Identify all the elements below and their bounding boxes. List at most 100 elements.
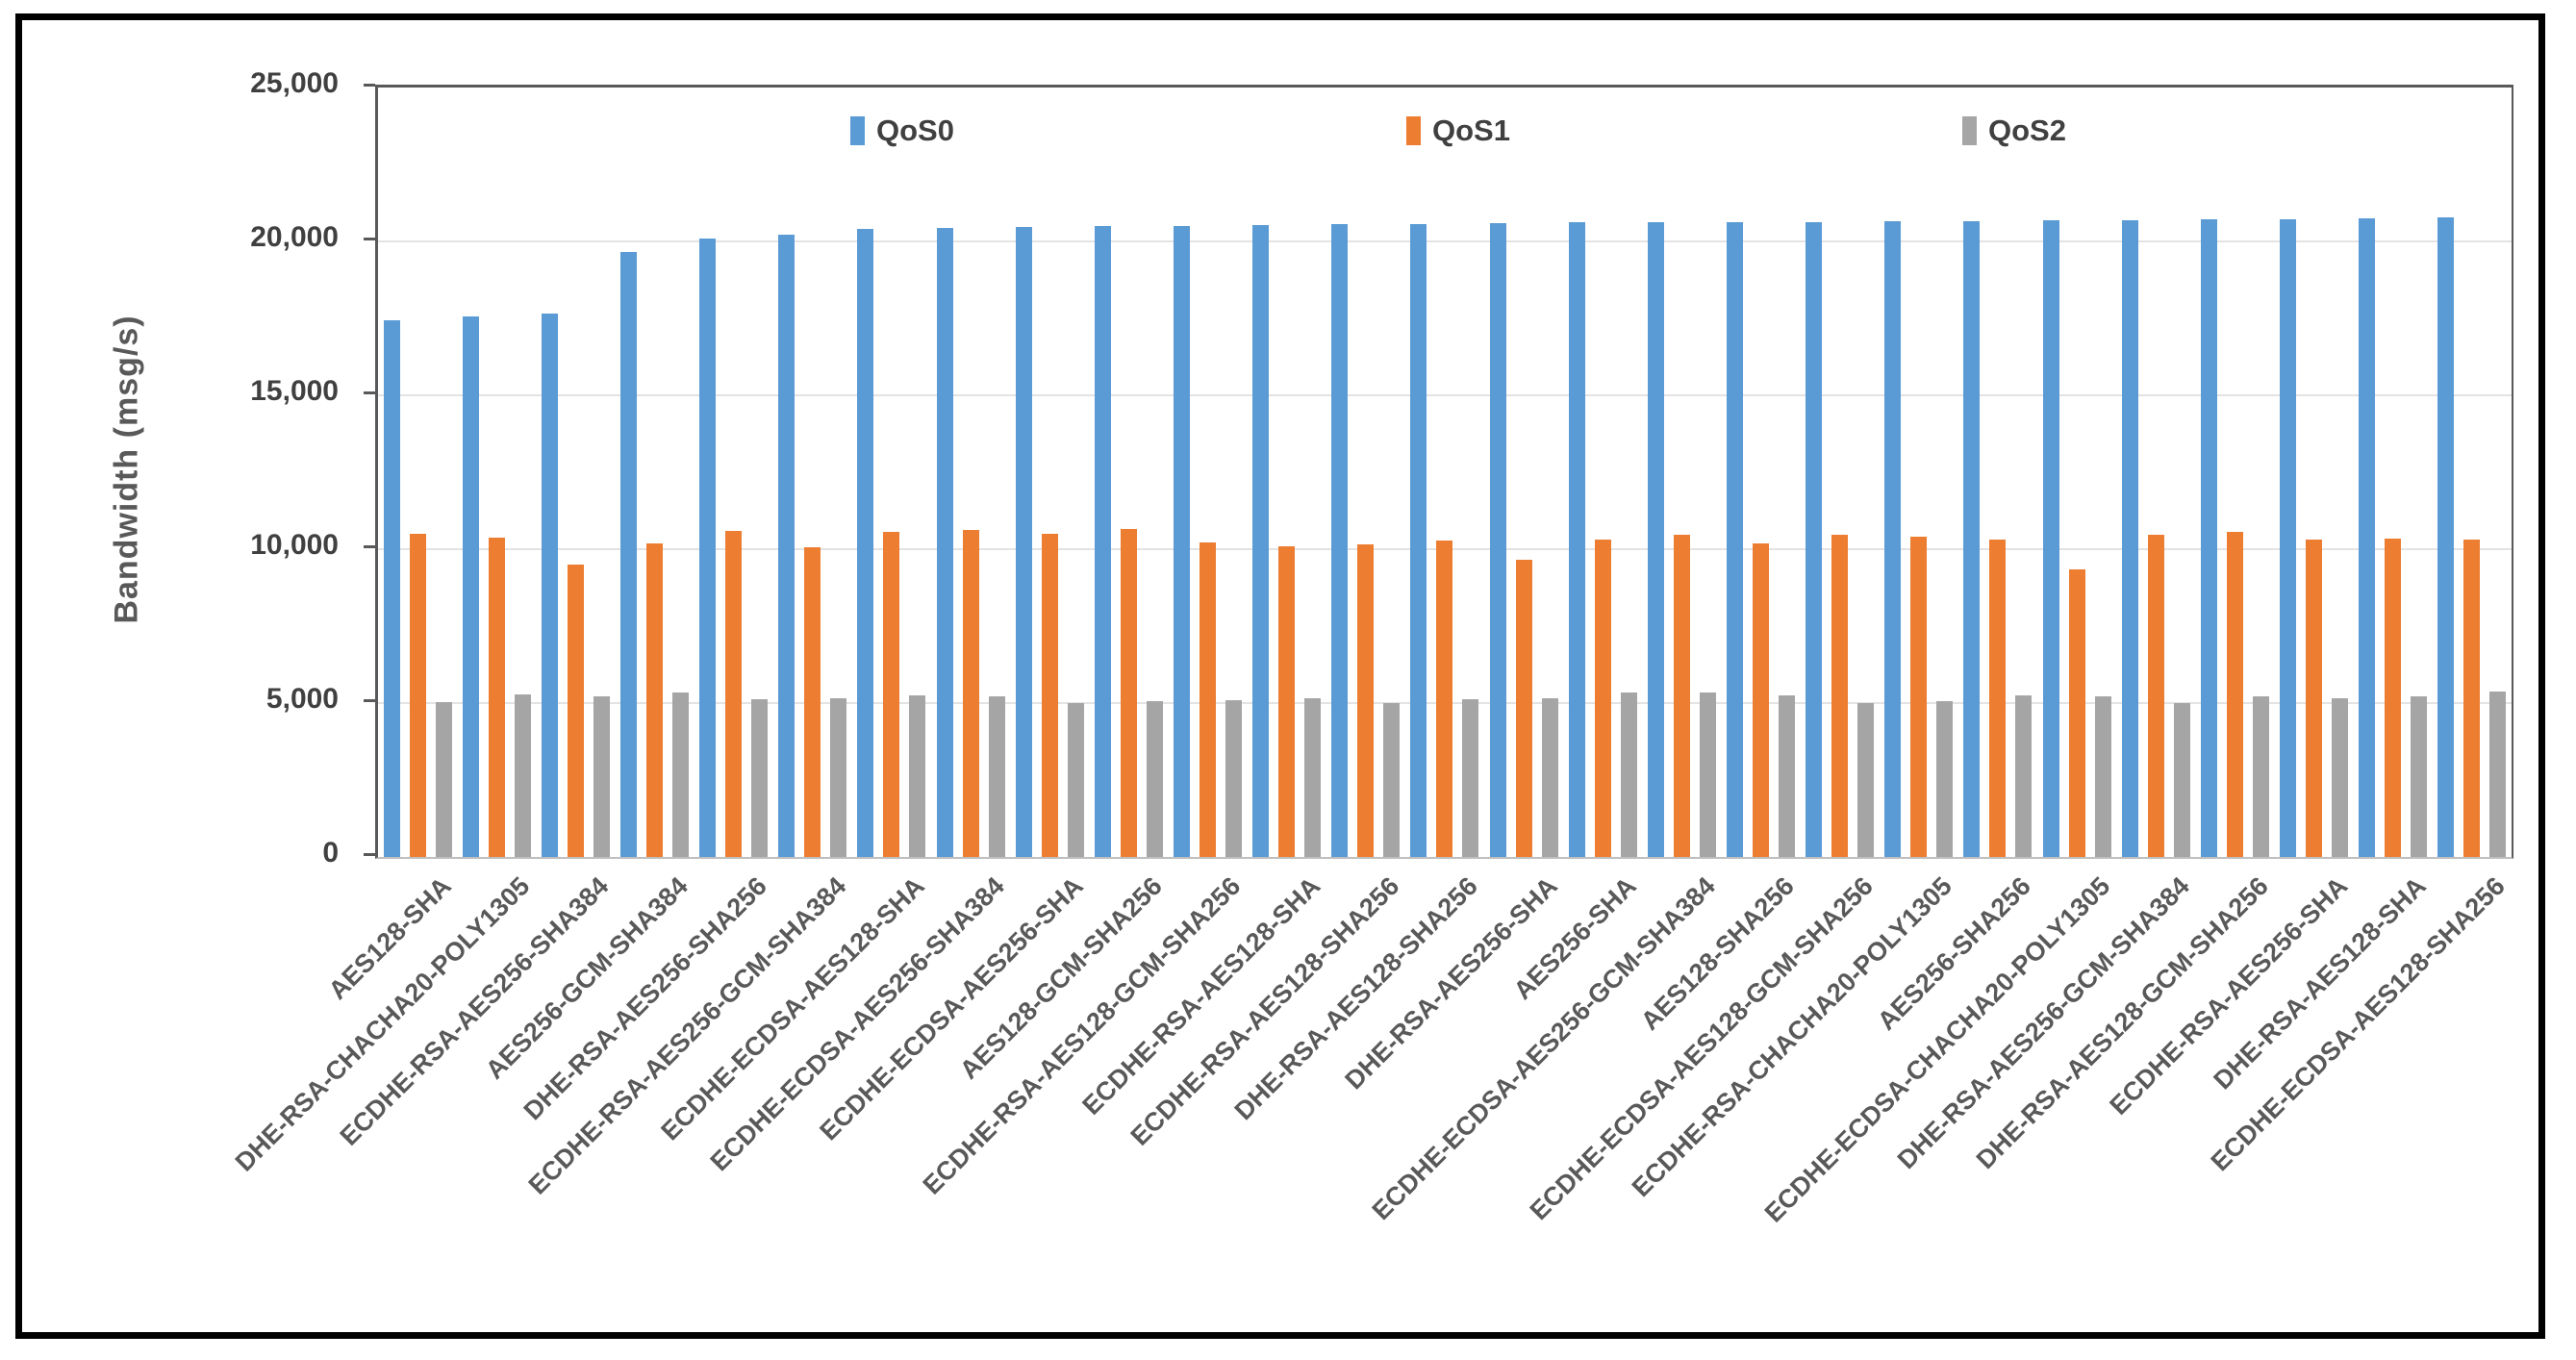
bar-QoS1-ECDHE-RSA-AES256-SHA384 bbox=[567, 565, 584, 857]
bar-QoS1-AES128-SHA256 bbox=[1752, 542, 1769, 857]
bar-QoS1-DHE-RSA-AES256-SHA256 bbox=[725, 531, 743, 857]
bar-QoS2-DHE-RSA-AES128-SHA256 bbox=[1462, 699, 1479, 857]
legend-label-QoS0: QoS0 bbox=[876, 113, 954, 147]
bar-group-DHE-RSA-AES256-GCM-SHA384 bbox=[2116, 88, 2195, 857]
bar-QoS1-ECDHE-RSA-AES256-SHA bbox=[2305, 540, 2322, 857]
bar-QoS1-AES256-GCM-SHA384 bbox=[645, 542, 663, 857]
bar-group-AES256-SHA bbox=[1563, 88, 1642, 857]
bar-QoS0-AES128-SHA bbox=[383, 319, 400, 857]
bar-QoS0-ECDHE-ECDSA-CHACHA20-POLY1305 bbox=[2042, 219, 2059, 857]
y-tick-label-5000: 5,000 bbox=[265, 683, 339, 715]
bar-QoS0-DHE-RSA-AES128-SHA bbox=[2359, 217, 2376, 857]
bar-QoS2-ECDHE-ECDSA-AES128-SHA bbox=[909, 695, 926, 857]
y-tick-mark bbox=[364, 238, 375, 240]
bar-QoS2-DHE-RSA-AES256-SHA bbox=[1541, 698, 1558, 857]
bar-QoS0-ECDHE-ECDSA-AES256-SHA bbox=[1015, 227, 1032, 857]
legend-marker-QoS1 bbox=[1406, 116, 1421, 145]
bar-QoS1-ECDHE-RSA-AES128-SHA bbox=[1278, 546, 1296, 857]
bar-QoS0-ECDHE-ECDSA-AES256-SHA384 bbox=[936, 228, 953, 857]
bar-QoS0-ECDHE-ECDSA-AES128-SHA bbox=[857, 229, 874, 857]
y-tick-label-15000: 15,000 bbox=[250, 375, 339, 407]
bar-QoS0-ECDHE-RSA-CHACHA20-POLY1305 bbox=[1884, 220, 1902, 857]
bar-QoS0-ECDHE-RSA-AES128-GCM-SHA256 bbox=[1173, 225, 1190, 857]
bar-QoS1-AES256-SHA bbox=[1594, 540, 1611, 857]
gridline-15000 bbox=[378, 394, 2512, 396]
bar-QoS2-ECDHE-RSA-AES128-SHA256 bbox=[1383, 703, 1401, 857]
y-tick-label-10000: 10,000 bbox=[250, 529, 339, 561]
bar-QoS2-ECDHE-ECDSA-AES256-SHA384 bbox=[988, 695, 1005, 857]
bar-QoS1-ECDHE-ECDSA-CHACHA20-POLY1305 bbox=[2068, 568, 2085, 857]
legend-label-QoS1: QoS1 bbox=[1432, 113, 1510, 147]
legend-label-QoS2: QoS2 bbox=[1988, 113, 2066, 147]
y-tick-mark bbox=[364, 545, 375, 548]
bar-QoS1-ECDHE-RSA-CHACHA20-POLY1305 bbox=[1910, 537, 1928, 857]
bar-QoS0-ECDHE-RSA-AES256-GCM-SHA384 bbox=[778, 235, 796, 857]
bar-group-DHE-RSA-AES256-SHA bbox=[1484, 88, 1563, 857]
bar-QoS0-ECDHE-ECDSA-AES128-SHA256 bbox=[2437, 216, 2455, 857]
legend-item-QoS0: QoS0 bbox=[850, 113, 954, 148]
bar-QoS2-ECDHE-ECDSA-CHACHA20-POLY1305 bbox=[2094, 696, 2111, 857]
bar-group-ECDHE-RSA-AES256-SHA384 bbox=[536, 88, 615, 857]
bar-QoS0-ECDHE-RSA-AES128-SHA256 bbox=[1331, 224, 1349, 857]
bar-QoS2-AES256-GCM-SHA384 bbox=[671, 693, 689, 857]
bar-QoS2-AES128-SHA bbox=[435, 702, 452, 857]
bar-group-AES128-SHA bbox=[378, 88, 457, 857]
bar-QoS1-ECDHE-ECDSA-AES256-GCM-SHA384 bbox=[1673, 535, 1690, 857]
bar-QoS2-DHE-RSA-AES256-SHA256 bbox=[751, 699, 769, 857]
legend-marker-QoS0 bbox=[850, 116, 865, 145]
legend-marker-QoS2 bbox=[1962, 116, 1977, 145]
bar-QoS2-ECDHE-RSA-AES256-SHA bbox=[2331, 697, 2348, 857]
y-tick-label-20000: 20,000 bbox=[250, 221, 339, 253]
bar-QoS1-DHE-RSA-AES256-GCM-SHA384 bbox=[2147, 534, 2164, 857]
bar-QoS1-AES128-SHA bbox=[409, 534, 426, 857]
bar-group-DHE-RSA-CHACHA20-POLY1305 bbox=[457, 88, 536, 857]
bar-QoS2-AES128-SHA256 bbox=[1778, 695, 1795, 857]
bar-QoS2-DHE-RSA-AES256-GCM-SHA384 bbox=[2173, 703, 2190, 857]
bar-QoS0-AES128-SHA256 bbox=[1726, 221, 1743, 857]
bar-QoS2-AES256-SHA bbox=[1620, 693, 1637, 857]
bar-QoS2-ECDHE-RSA-AES128-GCM-SHA256 bbox=[1225, 699, 1242, 857]
bar-groups bbox=[378, 88, 2512, 857]
bar-QoS0-ECDHE-RSA-AES256-SHA bbox=[2279, 218, 2296, 857]
bar-QoS2-DHE-RSA-AES128-GCM-SHA256 bbox=[2252, 696, 2269, 857]
bar-QoS0-AES128-GCM-SHA256 bbox=[1094, 226, 1111, 857]
bar-QoS1-ECDHE-RSA-AES256-GCM-SHA384 bbox=[804, 547, 821, 857]
bar-QoS2-ECDHE-ECDSA-AES128-GCM-SHA256 bbox=[1857, 702, 1875, 857]
bar-group-AES128-GCM-SHA256 bbox=[1089, 88, 1168, 857]
bar-QoS1-ECDHE-ECDSA-AES128-SHA bbox=[883, 531, 900, 857]
bar-QoS0-AES256-SHA256 bbox=[1963, 220, 1981, 857]
y-tick-mark bbox=[364, 84, 375, 87]
bar-group-ECDHE-ECDSA-AES256-SHA bbox=[1010, 88, 1089, 857]
bar-QoS1-DHE-RSA-CHACHA20-POLY1305 bbox=[488, 537, 505, 857]
bar-QoS2-AES128-GCM-SHA256 bbox=[1146, 701, 1163, 857]
bar-QoS2-ECDHE-ECDSA-AES256-GCM-SHA384 bbox=[1699, 692, 1716, 857]
bar-QoS1-DHE-RSA-AES256-SHA bbox=[1515, 560, 1532, 857]
bar-QoS2-ECDHE-RSA-AES128-SHA bbox=[1304, 698, 1322, 857]
y-tick-mark bbox=[364, 699, 375, 702]
bar-QoS0-ECDHE-ECDSA-AES128-GCM-SHA256 bbox=[1806, 221, 1823, 857]
legend-item-QoS1: QoS1 bbox=[1406, 113, 1510, 148]
bar-QoS1-ECDHE-ECDSA-AES256-SHA384 bbox=[962, 530, 979, 857]
legend-item-QoS2: QoS2 bbox=[1962, 113, 2066, 148]
y-tick-mark bbox=[364, 853, 375, 856]
y-tick-mark bbox=[364, 391, 375, 394]
bar-QoS1-DHE-RSA-AES128-GCM-SHA256 bbox=[2226, 532, 2243, 857]
bar-QoS1-DHE-RSA-AES128-SHA bbox=[2385, 539, 2402, 857]
bar-group-DHE-RSA-AES128-SHA256 bbox=[1405, 88, 1484, 857]
bar-group-ECDHE-RSA-AES128-SHA256 bbox=[1326, 88, 1405, 857]
bar-QoS1-ECDHE-ECDSA-AES128-SHA256 bbox=[2463, 540, 2481, 857]
bar-group-ECDHE-RSA-AES256-SHA bbox=[2274, 88, 2353, 857]
bar-group-AES128-SHA256 bbox=[1721, 88, 1800, 857]
bar-QoS1-ECDHE-RSA-AES128-SHA256 bbox=[1357, 543, 1375, 857]
y-tick-label-25000: 25,000 bbox=[250, 67, 339, 99]
bar-QoS2-ECDHE-RSA-AES256-GCM-SHA384 bbox=[830, 697, 847, 857]
bar-QoS1-AES256-SHA256 bbox=[1989, 540, 2007, 857]
bar-group-AES256-GCM-SHA384 bbox=[615, 88, 694, 857]
bar-group-DHE-RSA-AES128-GCM-SHA256 bbox=[2195, 88, 2274, 857]
bar-QoS0-ECDHE-RSA-AES256-SHA384 bbox=[541, 314, 558, 857]
bar-group-ECDHE-ECDSA-AES256-SHA384 bbox=[931, 88, 1010, 857]
bar-QoS0-ECDHE-RSA-AES128-SHA bbox=[1252, 225, 1270, 857]
bar-group-ECDHE-RSA-AES256-GCM-SHA384 bbox=[773, 88, 852, 857]
bar-QoS0-DHE-RSA-AES128-GCM-SHA256 bbox=[2200, 219, 2217, 857]
